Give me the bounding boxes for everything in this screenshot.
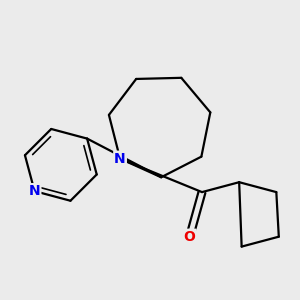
- Text: N: N: [114, 152, 126, 166]
- Text: O: O: [184, 230, 196, 244]
- Text: N: N: [29, 184, 40, 198]
